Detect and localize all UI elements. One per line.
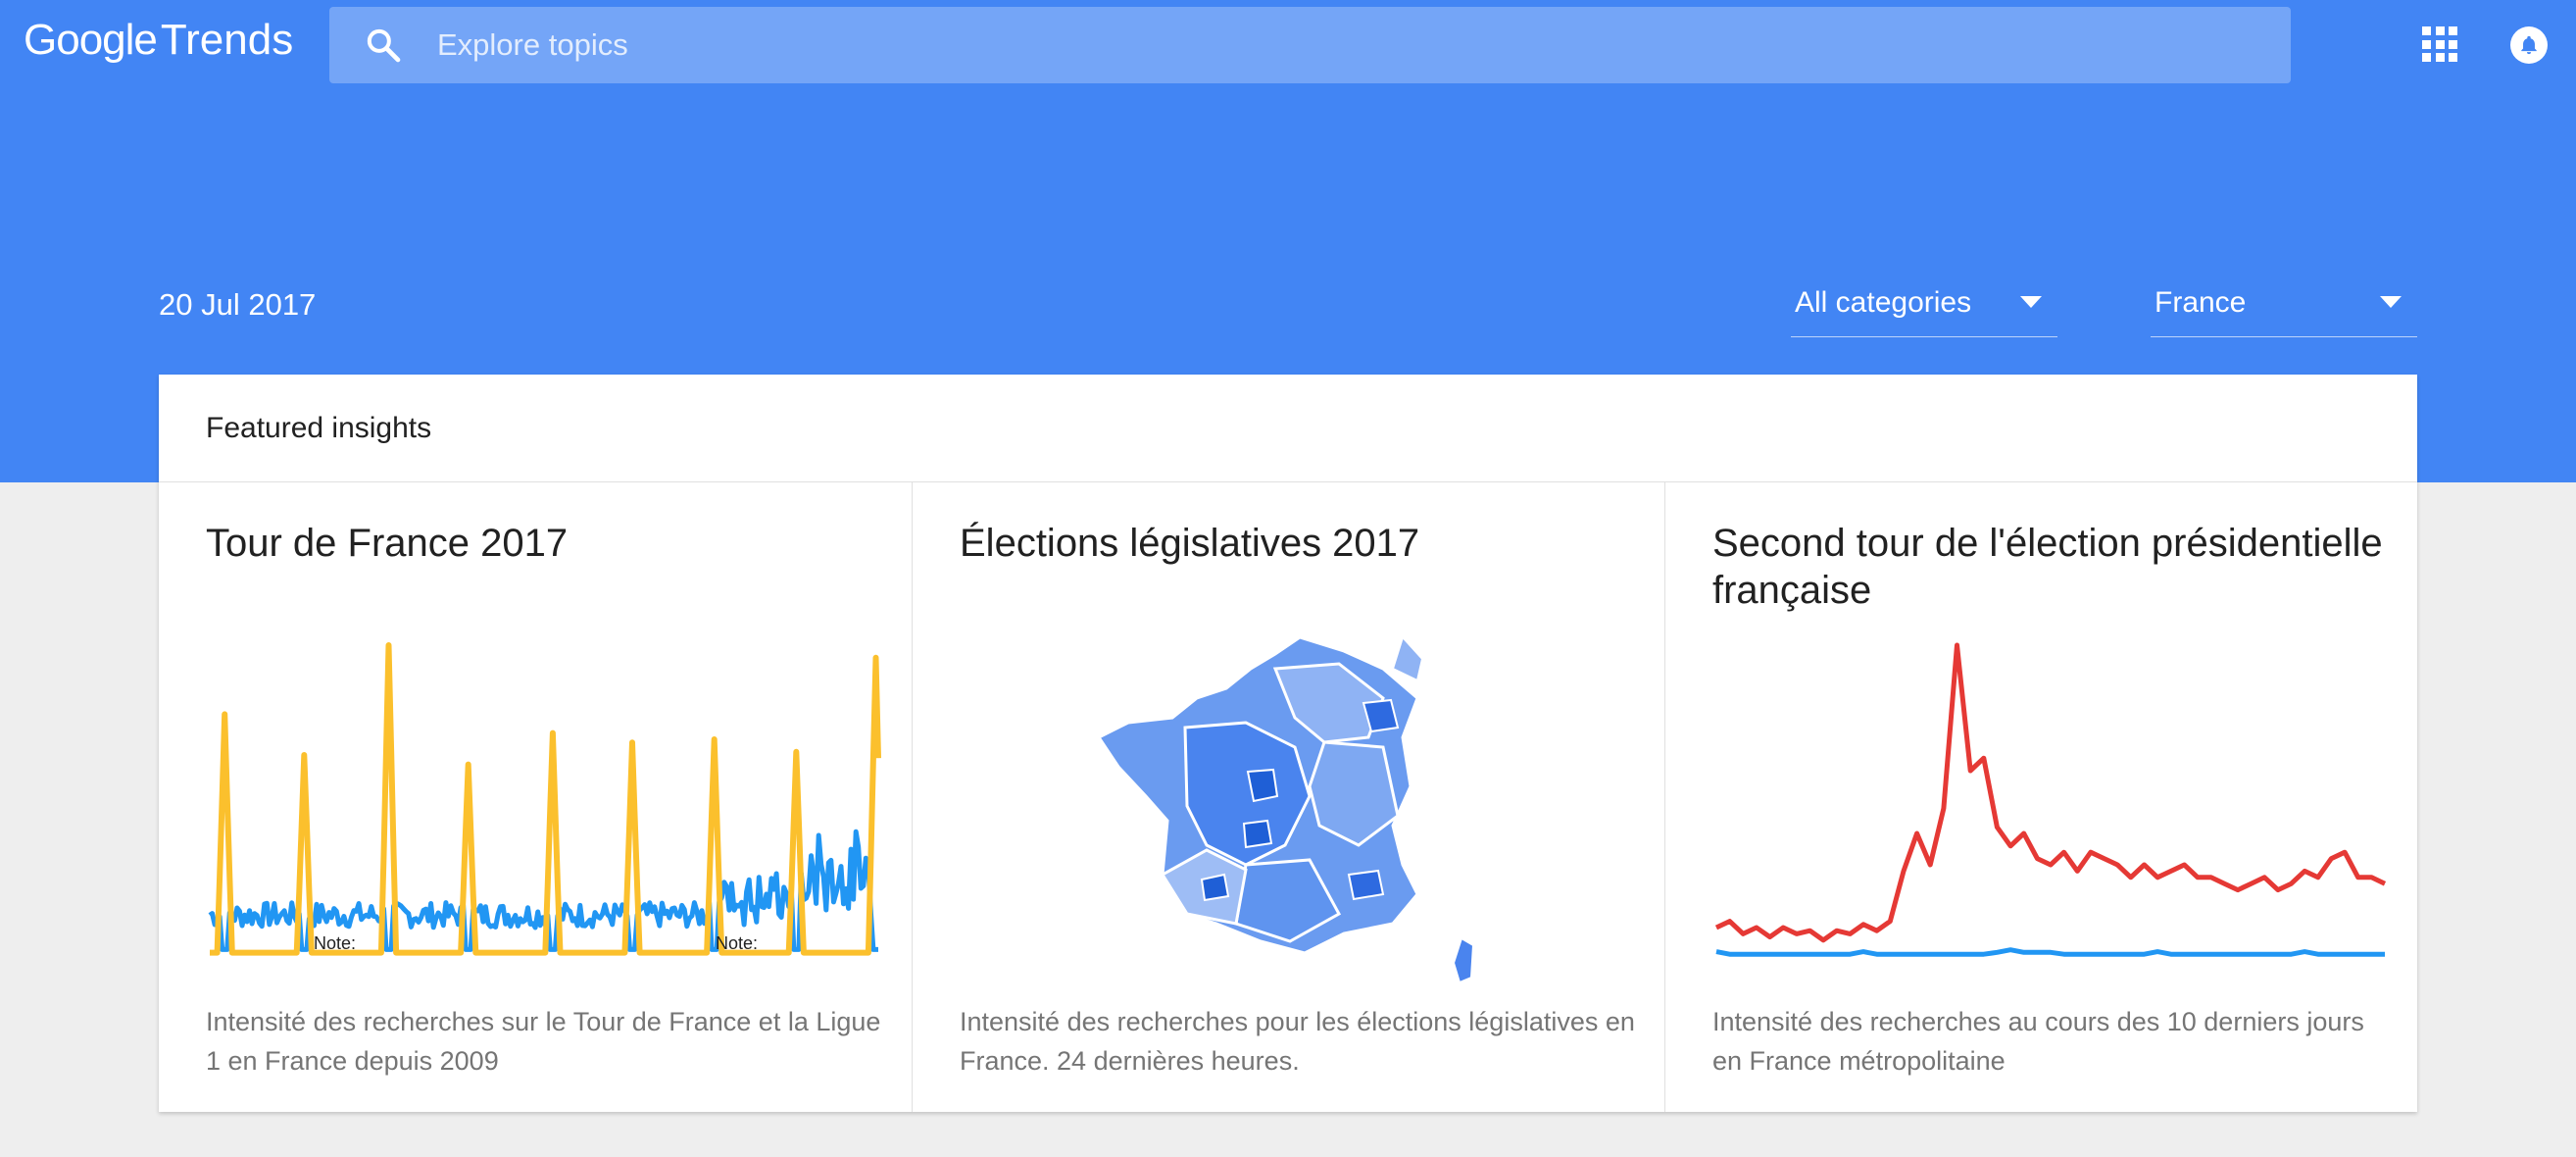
- category-dropdown[interactable]: All categories: [1791, 275, 2057, 337]
- google-trends-logo[interactable]: Google Trends: [24, 16, 293, 71]
- france-departments-map: [1099, 635, 1475, 984]
- chart-note-label: Note:: [716, 933, 758, 953]
- dropdown-arrow-icon: [2020, 296, 2042, 308]
- bell-icon: [2521, 35, 2537, 55]
- insight-title: Tour de France 2017: [206, 522, 569, 565]
- presidentielle-trend-chart: [1714, 642, 2387, 957]
- insight-description: Intensité des recherches au cours des 10…: [1712, 1007, 2364, 1076]
- insight-description: Intensité des recherches pour les électi…: [960, 1007, 1635, 1076]
- logo-google-text: Google: [24, 16, 158, 64]
- apps-grid-icon[interactable]: [2422, 26, 2457, 62]
- series-line-blue: [1715, 947, 2385, 957]
- region-dropdown-value: France: [2155, 286, 2247, 319]
- notifications-button[interactable]: [2510, 26, 2548, 64]
- insight-title: Élections législatives 2017: [960, 522, 1420, 565]
- insight-description: Intensité des recherches sur le Tour de …: [206, 1007, 881, 1076]
- chart-note-label: Note:: [314, 933, 356, 953]
- featured-insights-card: Featured insights Tour de France 2017 No…: [159, 375, 2417, 1112]
- logo-trends-text: Trends: [160, 16, 294, 64]
- series-line-tour-de-france: [209, 642, 881, 956]
- featured-insights-title: Featured insights: [206, 412, 432, 444]
- insight-card-legislatives[interactable]: Élections législatives 2017 Intensité de…: [912, 482, 1664, 1112]
- date-label: 20 Jul 2017: [159, 287, 317, 322]
- tour-de-france-trend-chart: Note: Note:: [208, 642, 881, 956]
- dropdown-arrow-icon: [2380, 296, 2402, 308]
- search-bar[interactable]: [329, 7, 2291, 83]
- region-dropdown[interactable]: France: [2151, 275, 2417, 337]
- insight-card-tour-de-france[interactable]: Tour de France 2017 Note: Note: Intensit…: [159, 482, 912, 1112]
- series-line-red: [1714, 642, 2387, 943]
- search-input[interactable]: [437, 7, 2291, 83]
- search-icon[interactable]: [329, 7, 437, 83]
- insight-card-presidentielle[interactable]: Second tour de l'élection présidentielle…: [1664, 482, 2417, 1112]
- featured-insights-header: Featured insights: [159, 375, 2417, 482]
- category-dropdown-value: All categories: [1795, 286, 1972, 319]
- insight-title: Second tour de l'élection présidentielle…: [1712, 522, 2383, 612]
